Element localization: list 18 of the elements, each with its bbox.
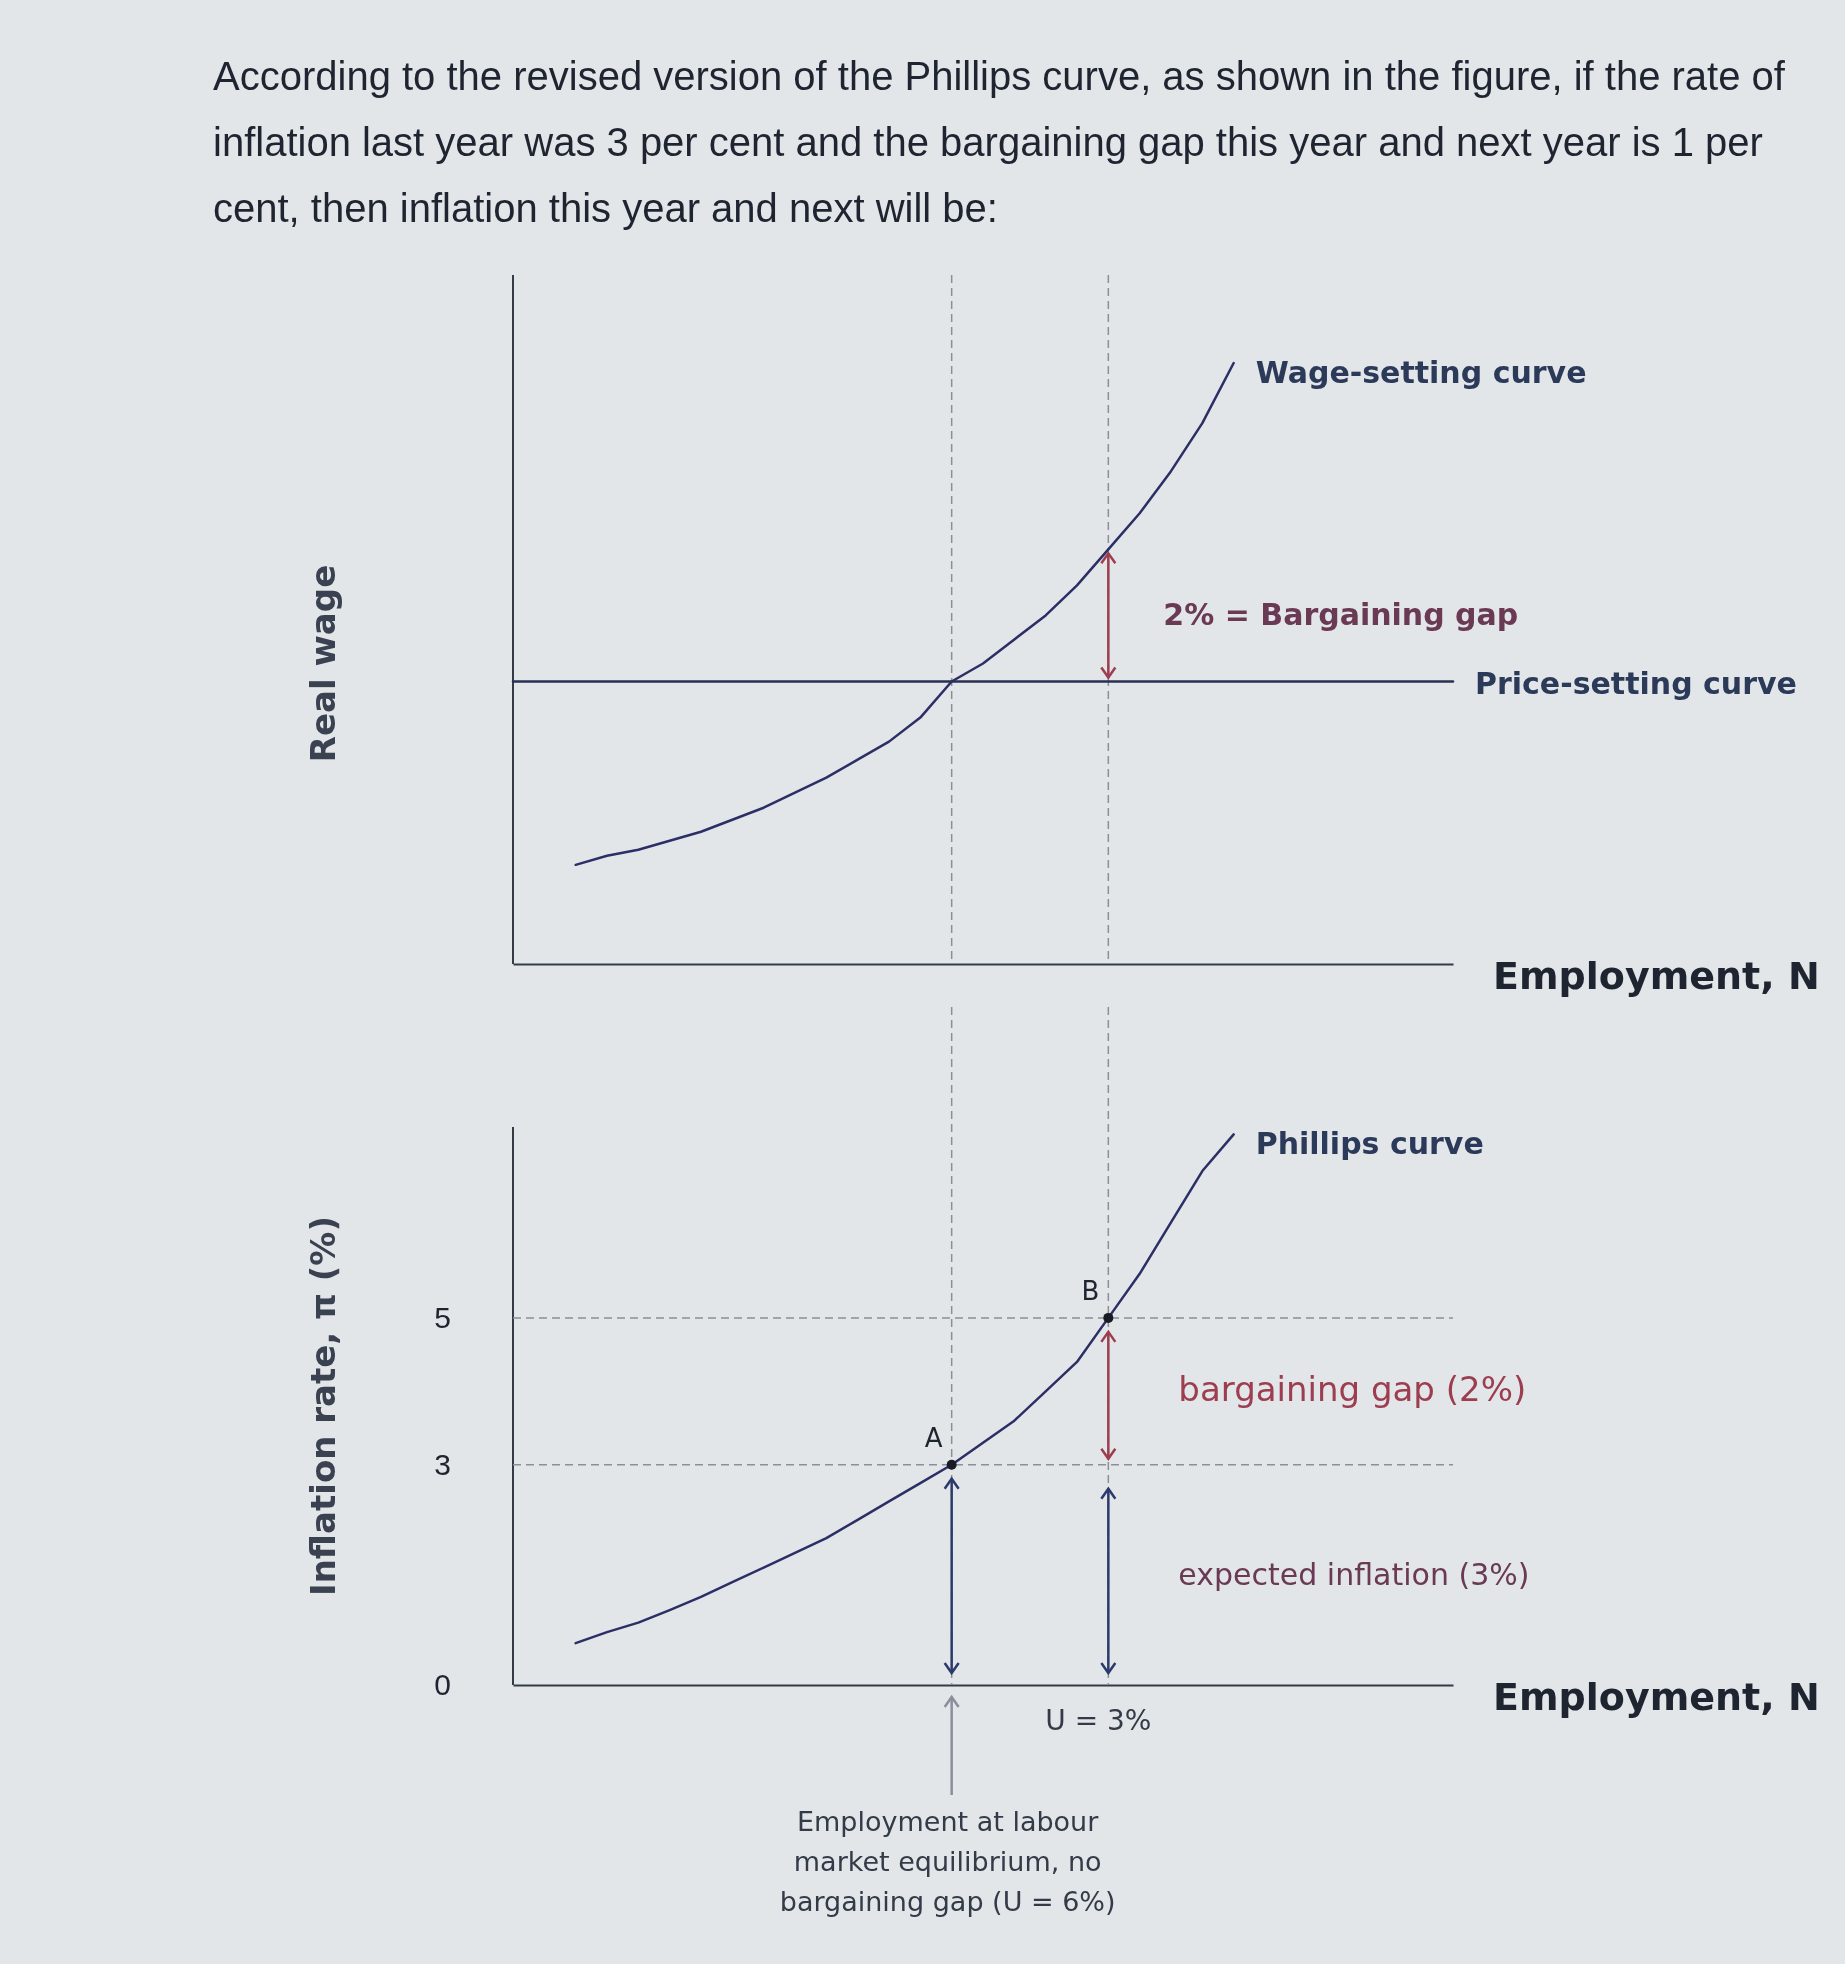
text: U = 3% xyxy=(1045,1704,1152,1737)
data-label: B xyxy=(1081,1275,1100,1306)
y-tick-label: 5 xyxy=(434,1300,451,1334)
y-axis-title: Inflation rate, π (%) xyxy=(303,1216,343,1596)
x-axis-title: Employment, N xyxy=(1493,954,1820,998)
annotation: 2% = Bargaining gap xyxy=(1163,597,1519,633)
data-label: A xyxy=(924,1422,943,1453)
text: Employment at labour market equilibrium, no bargaining gap (U = 6%) xyxy=(779,1806,1116,1917)
annotation: expected inflation (3%) xyxy=(1178,1556,1530,1592)
series-label: Wage-setting curve xyxy=(1255,355,1587,390)
series-label: Phillips curve xyxy=(1255,1126,1484,1162)
y-tick-label: 3 xyxy=(434,1447,451,1481)
series-label: Price-setting curve xyxy=(1475,665,1797,701)
x-axis-title: Employment, N xyxy=(1493,1675,1820,1719)
chart-title: According to the revised version of the Phillips curve, as shown in the figure, if the rate of inflation last year was 3 per cent and the bargaining gap this year and next year is 1 per cent, then inflation this year and next will be: xyxy=(213,54,1786,230)
y-tick-label: 0 xyxy=(434,1668,451,1702)
y-axis-title: Real wage xyxy=(303,564,343,763)
annotation: bargaining gap (2%) xyxy=(1178,1369,1527,1410)
